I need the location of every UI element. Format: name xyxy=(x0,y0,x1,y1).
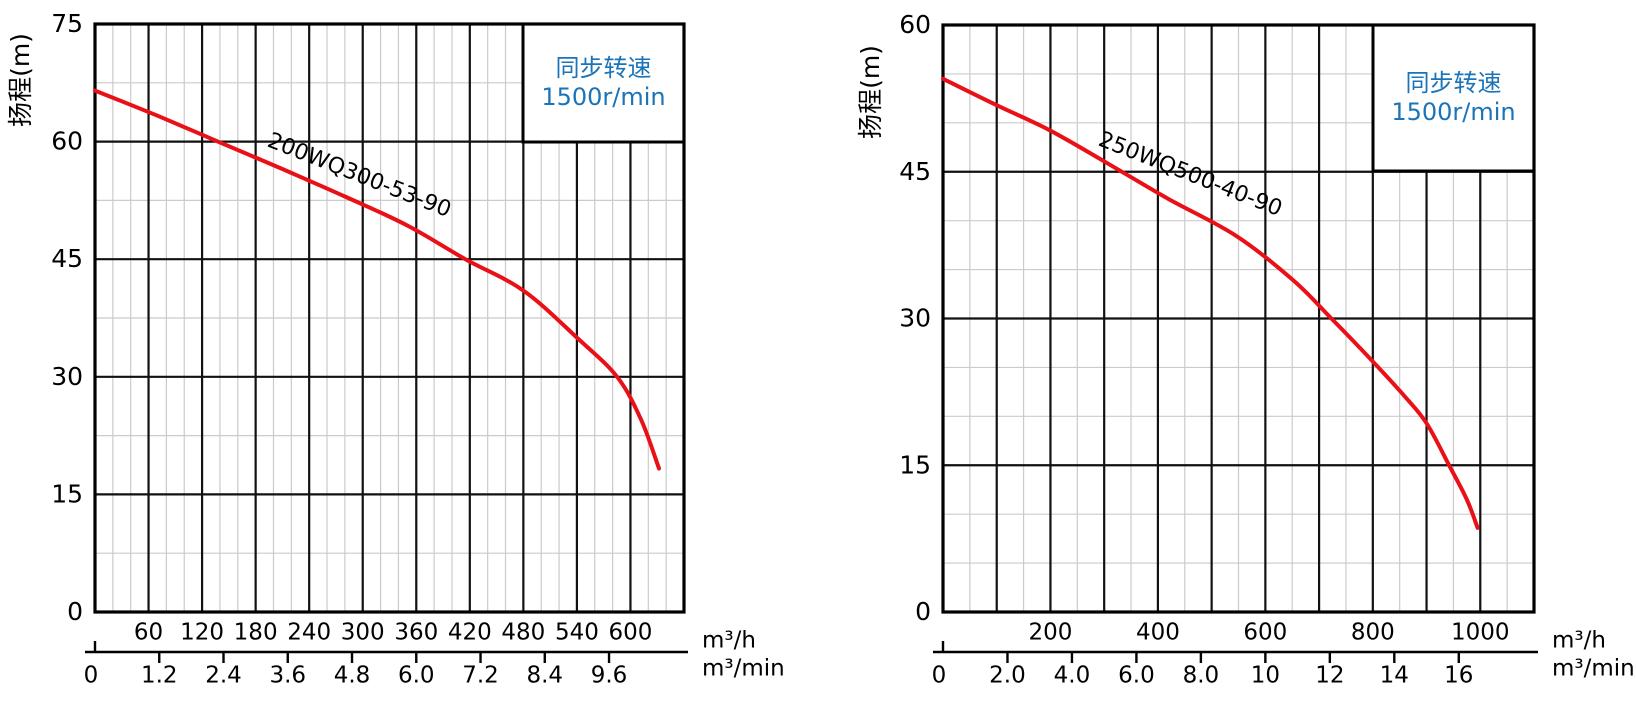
x-tick-label: 600 xyxy=(609,620,653,646)
secondary-tick-label: 8.0 xyxy=(1183,663,1220,689)
sync-speed-text: 同步转速 xyxy=(1406,69,1502,97)
secondary-tick-label: 16 xyxy=(1444,663,1473,689)
secondary-tick-label: 12 xyxy=(1315,663,1344,689)
major-grid xyxy=(943,25,1534,612)
x-tick-label: 1000 xyxy=(1451,620,1510,646)
x-tick-label: 120 xyxy=(180,620,224,646)
secondary-tick-label: 2.0 xyxy=(989,663,1026,689)
secondary-tick-label: 4.0 xyxy=(1054,663,1091,689)
secondary-tick-label: 3.6 xyxy=(269,663,306,689)
secondary-axis: 0 2.0 4.0 6.0 8.0 10 12 14 16 xyxy=(932,641,1538,689)
y-tick-label: 15 xyxy=(899,450,931,479)
x-tick-label: 200 xyxy=(1029,620,1073,646)
y-tick-label: 0 xyxy=(67,597,83,626)
y-tick-label: 15 xyxy=(51,479,83,508)
x-tick-label: 600 xyxy=(1243,620,1287,646)
y-tick-label: 75 xyxy=(51,9,83,38)
sync-speed-text: 同步转速 xyxy=(556,54,652,82)
y-tick-label: 60 xyxy=(899,10,931,39)
x-tick-label: 800 xyxy=(1351,620,1395,646)
y-tick-label: 30 xyxy=(51,362,83,391)
secondary-tick-label: 6.0 xyxy=(398,663,435,689)
secondary-tick-label: 6.0 xyxy=(1118,663,1155,689)
secondary-tick-label: 7.2 xyxy=(462,663,499,689)
x-tick-label: 180 xyxy=(234,620,278,646)
x-tick-label: 60 xyxy=(134,620,163,646)
x-tick-label: 480 xyxy=(501,620,545,646)
secondary-tick-label: 9.6 xyxy=(591,663,628,689)
x-unit-primary-label: m³/h xyxy=(702,628,756,654)
pump-curve-200WQ300-53-90 xyxy=(93,88,661,471)
y-tick-label: 30 xyxy=(899,304,931,333)
y-tick-label: 45 xyxy=(899,157,931,186)
plot-border xyxy=(93,22,686,614)
y-tick-label: 60 xyxy=(51,127,83,156)
sync-speed-value: 1500r/min xyxy=(541,83,665,111)
secondary-tick-label: 0 xyxy=(932,663,947,689)
x-tick-label: 540 xyxy=(555,620,599,646)
y-axis-title: 扬程(m) xyxy=(856,45,885,139)
minor-grid xyxy=(95,24,684,612)
x-tick-label: 400 xyxy=(1136,620,1180,646)
x-unit-primary-label: m³/h xyxy=(1552,628,1606,654)
x-tick-label: 300 xyxy=(341,620,385,646)
secondary-tick-label: 4.8 xyxy=(334,663,371,689)
x-tick-label: 240 xyxy=(287,620,331,646)
secondary-tick-label: 8.4 xyxy=(526,663,563,689)
secondary-axis: 0 1.2 2.4 3.6 4.8 6.0 7.2 8.4 9.6 xyxy=(84,641,688,689)
pump-curve-250WQ500-40-90 xyxy=(941,76,1480,530)
y-axis-title: 扬程(m) xyxy=(6,33,35,127)
y-tick-label: 45 xyxy=(51,244,83,273)
secondary-tick-label: 1.2 xyxy=(141,663,178,689)
left-pump-curve-chart: 同步转速1500r/min200WQ300-53-900153045607560… xyxy=(6,9,785,689)
x-unit-secondary-label: m³/min xyxy=(702,656,785,682)
secondary-tick-label: 0 xyxy=(84,663,99,689)
x-unit-secondary-label: m³/min xyxy=(1552,656,1635,682)
sync-speed-legend-box xyxy=(1371,23,1536,173)
y-tick-label: 0 xyxy=(915,597,931,626)
secondary-tick-label: 14 xyxy=(1380,663,1409,689)
secondary-tick-label: 2.4 xyxy=(205,663,242,689)
plot-border xyxy=(941,23,1536,614)
secondary-tick-label: 10 xyxy=(1251,663,1280,689)
sync-speed-value: 1500r/min xyxy=(1391,98,1515,126)
x-tick-label: 360 xyxy=(394,620,438,646)
x-tick-label: 420 xyxy=(448,620,492,646)
